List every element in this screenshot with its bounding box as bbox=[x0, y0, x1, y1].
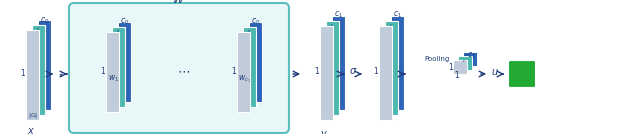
FancyBboxPatch shape bbox=[509, 60, 536, 88]
Text: $c_1$: $c_1$ bbox=[467, 51, 477, 61]
Bar bbox=[453, 60, 467, 74]
Text: $w_{c_1}$: $w_{c_1}$ bbox=[238, 73, 252, 85]
Text: $\cdots$: $\cdots$ bbox=[177, 64, 191, 77]
Bar bbox=[458, 56, 472, 70]
FancyBboxPatch shape bbox=[69, 3, 289, 133]
Text: $\sigma$: $\sigma$ bbox=[349, 66, 357, 76]
Text: $W$: $W$ bbox=[172, 0, 186, 5]
Text: $w_1$: $w_1$ bbox=[108, 74, 120, 84]
Text: 1: 1 bbox=[232, 66, 236, 75]
Text: $u$: $u$ bbox=[491, 67, 499, 77]
Bar bbox=[111, 27, 125, 107]
Text: 1: 1 bbox=[315, 66, 319, 75]
Bar bbox=[463, 52, 477, 66]
Bar bbox=[26, 30, 38, 120]
Bar bbox=[326, 21, 339, 115]
Text: $c_0$: $c_0$ bbox=[252, 17, 260, 27]
Text: ,': ,' bbox=[248, 23, 252, 33]
Bar bbox=[118, 22, 131, 102]
Text: $|G|$: $|G|$ bbox=[28, 111, 38, 120]
Bar bbox=[31, 25, 45, 115]
Bar bbox=[38, 20, 51, 110]
Bar bbox=[332, 16, 344, 110]
Bar bbox=[385, 21, 397, 115]
Text: 1: 1 bbox=[454, 70, 460, 79]
Text: ,': ,' bbox=[331, 18, 335, 27]
Text: $c_0$: $c_0$ bbox=[120, 17, 130, 27]
Bar bbox=[319, 26, 333, 120]
Text: ,': ,' bbox=[390, 18, 394, 27]
Text: ,': ,' bbox=[116, 23, 121, 33]
Text: $x$: $x$ bbox=[27, 126, 35, 134]
Text: 1: 1 bbox=[100, 66, 106, 75]
Text: 1: 1 bbox=[449, 62, 453, 72]
Bar bbox=[378, 26, 392, 120]
Text: $y$: $y$ bbox=[320, 129, 328, 134]
Text: $c_1$: $c_1$ bbox=[335, 10, 344, 20]
Bar bbox=[106, 32, 118, 112]
Text: $c_0$: $c_0$ bbox=[40, 16, 50, 26]
Bar bbox=[390, 16, 403, 110]
Bar bbox=[248, 22, 262, 102]
Text: 1: 1 bbox=[374, 66, 378, 75]
Text: ,': ,' bbox=[463, 55, 467, 64]
Text: $\star$: $\star$ bbox=[57, 69, 64, 79]
Text: 1: 1 bbox=[20, 68, 26, 77]
Bar bbox=[243, 27, 255, 107]
Text: ,': ,' bbox=[36, 23, 41, 31]
Text: $c_1$: $c_1$ bbox=[394, 10, 403, 20]
Text: Pooling: Pooling bbox=[424, 56, 450, 62]
Bar bbox=[237, 32, 250, 112]
